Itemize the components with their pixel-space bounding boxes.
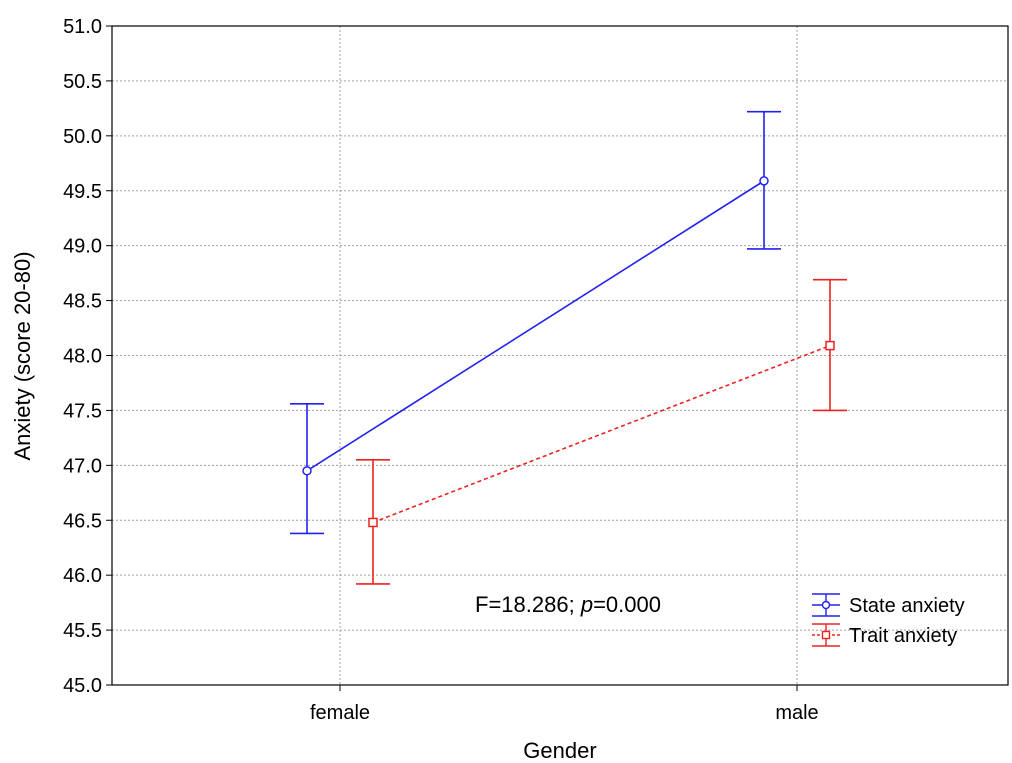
series-state-anxiety <box>290 110 781 535</box>
y-tick-label: 50.0 <box>63 126 102 148</box>
stats-annotation: F=18.286; p=0.000 <box>475 592 661 617</box>
data-point <box>759 176 769 186</box>
y-tick-label: 47.5 <box>63 400 102 422</box>
legend-label: State anxiety <box>849 595 965 617</box>
grid-layer <box>112 26 1008 685</box>
y-tick-label: 49.5 <box>63 181 102 203</box>
series-trait-anxiety <box>356 278 847 585</box>
series-layer <box>290 110 847 585</box>
y-tick-label: 51.0 <box>63 16 102 38</box>
legend-label: Trait anxiety <box>849 625 957 647</box>
y-tick-label: 46.0 <box>63 565 102 587</box>
legend-entry: State anxiety <box>812 593 965 617</box>
data-point <box>302 466 312 476</box>
y-tick-label: 49.0 <box>63 236 102 258</box>
y-tick-label: 48.5 <box>63 291 102 313</box>
legend-marker <box>821 600 831 610</box>
stats-annotation-suffix: =0.000 <box>593 592 661 617</box>
y-tick-label: 48.0 <box>63 346 102 368</box>
stats-annotation-prefix: F=18.286; <box>475 592 581 617</box>
tick-layer: 45.0 45.5 46.0 46.5 47.0 47.5 48.0 48.5 49.0 49.5… <box>63 16 819 724</box>
data-point <box>368 517 378 528</box>
legend-entry: Trait anxiety <box>812 623 957 647</box>
y-tick-label: 46.5 <box>63 510 102 532</box>
y-tick-label: 47.0 <box>63 455 102 477</box>
x-tick-label: female <box>310 702 370 724</box>
series-line <box>306 180 765 472</box>
x-tick-label: male <box>775 702 818 724</box>
y-tick-label: 45.0 <box>63 675 102 697</box>
legend-marker <box>821 630 831 640</box>
y-axis-title: Anxiety (score 20-80) <box>10 251 35 460</box>
y-tick-label: 45.5 <box>63 620 102 642</box>
x-axis-title: Gender <box>523 738 596 763</box>
series-line <box>372 344 831 524</box>
stats-annotation-p: p <box>580 592 593 617</box>
legend: State anxiety Trait anxiety <box>812 593 965 647</box>
data-point <box>825 340 835 351</box>
y-tick-label: 50.5 <box>63 71 102 93</box>
